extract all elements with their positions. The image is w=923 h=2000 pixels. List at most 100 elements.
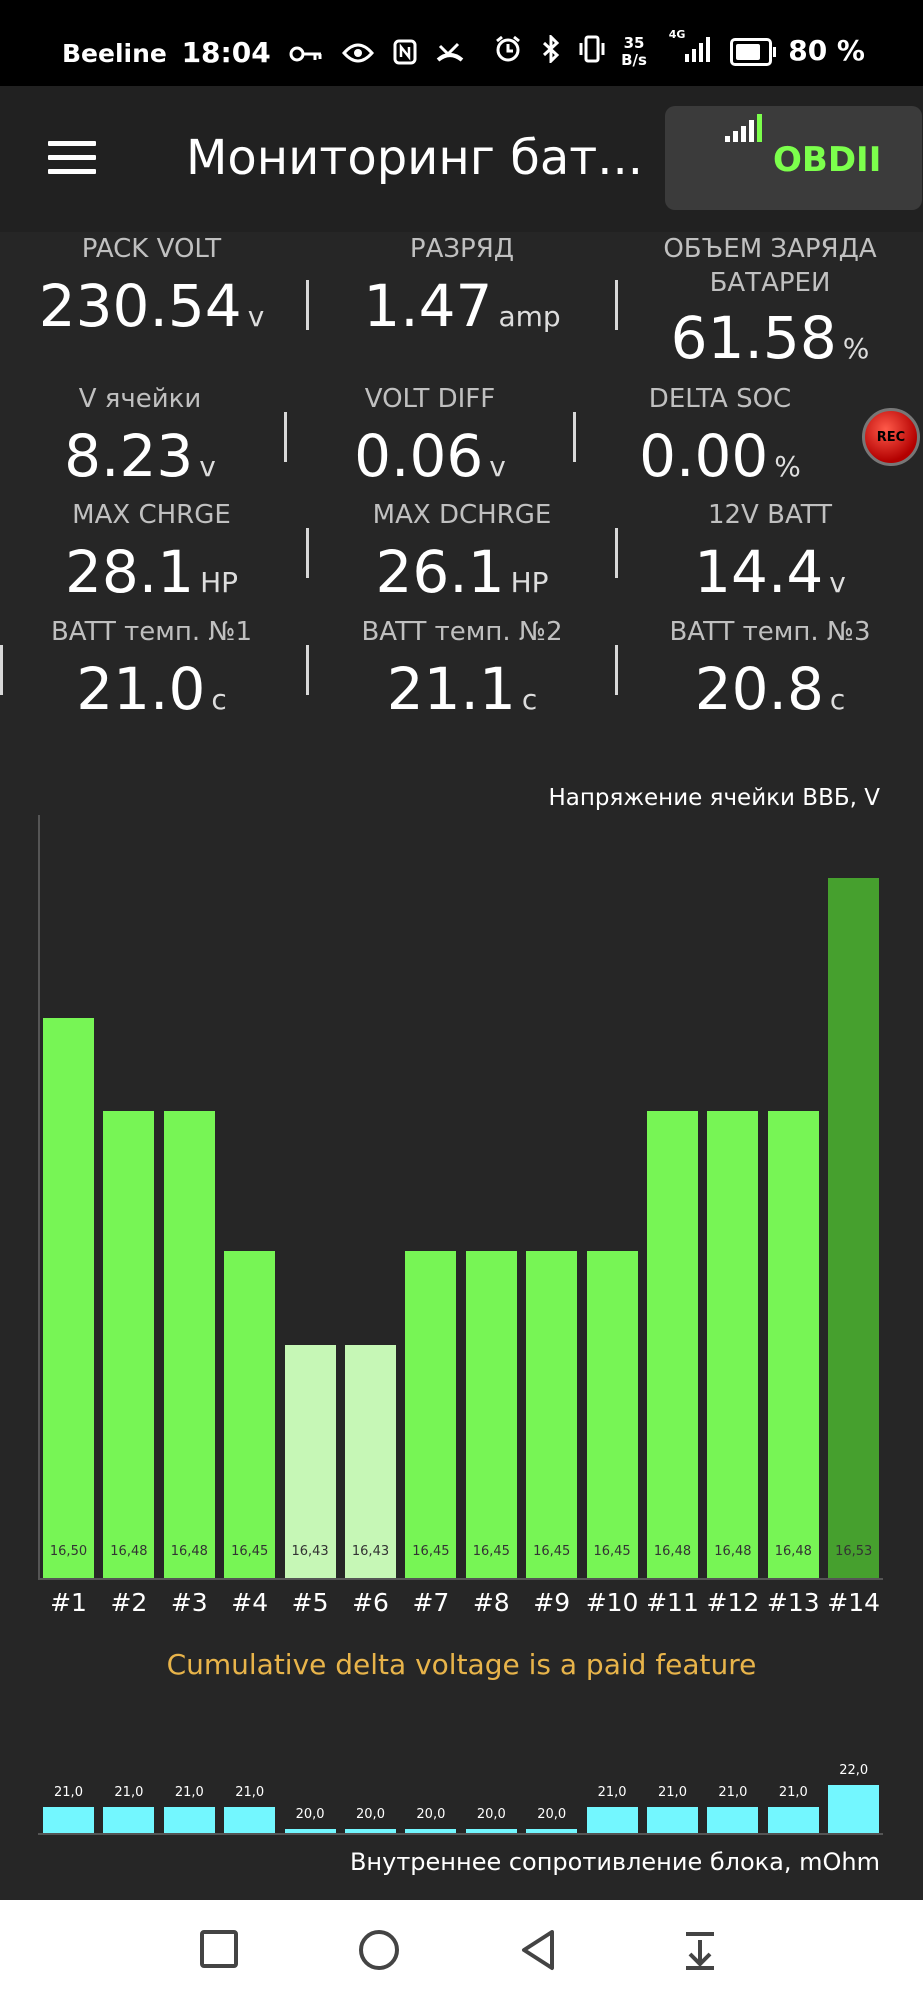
resistance-value-label: 20,0 [416, 1806, 446, 1822]
resistance-value-label: 21,0 [114, 1784, 144, 1800]
cell-voltage-bar [707, 1111, 759, 1578]
divider [615, 528, 618, 578]
metric-value: 28.1 [64, 538, 195, 606]
resistance-value-label: 20,0 [476, 1806, 506, 1822]
metric-value: 1.47 [363, 272, 493, 340]
cell-voltage-value-label: 16,45 [533, 1544, 571, 1559]
metric-delta-soc: DELTA SOC 0.00% [590, 382, 850, 492]
obd-connection-button[interactable]: OBDII [665, 106, 922, 210]
metric-batt-temp-2: BATT темп. №2 21.1 c [330, 615, 594, 725]
resistance-value-label: 21,0 [718, 1784, 748, 1800]
metric-pack-volt: PACK VOLT 230.54 v [20, 232, 283, 342]
battery-icon [730, 38, 777, 66]
resistance-value-label: 20,0 [295, 1806, 325, 1822]
resistance-value-label: 21,0 [658, 1784, 687, 1800]
cell-x-label: #1 [50, 1588, 87, 1617]
metric-value: 61.58 [670, 304, 837, 372]
cell-x-label: #14 [827, 1588, 881, 1617]
resistance-value-label: 21,0 [778, 1784, 808, 1800]
cell-voltage-value-label: 16,45 [231, 1544, 269, 1559]
metric-label: MAX CHRGE [72, 500, 231, 530]
cell-voltage-value-label: 16,48 [110, 1544, 148, 1559]
resistance-value-label: 21,0 [597, 1784, 627, 1800]
back-icon[interactable] [518, 1928, 558, 1976]
resistance-bar [647, 1806, 698, 1833]
metric-soc: ОБЪЕМ ЗАРЯДА БАТАРЕИ 61.58% [640, 232, 900, 372]
metric-unit: HP [200, 566, 239, 599]
metric-batt-temp-1: BATT темп. №1 21.0 c [20, 615, 283, 725]
divider [306, 280, 309, 330]
metric-unit: v [247, 300, 265, 333]
metric-unit: amp [498, 300, 561, 333]
cell-voltage-bar [526, 1251, 578, 1578]
notification-pull-down-icon[interactable] [680, 1928, 720, 1976]
metric-label: BATT темп. №3 [669, 617, 871, 647]
missed-call-icon [436, 40, 464, 70]
cell-x-label: #7 [412, 1588, 450, 1617]
cell-voltage-value-label: 16,48 [714, 1544, 752, 1559]
divider [573, 412, 576, 462]
divider [306, 645, 309, 695]
metric-max-charge: MAX CHRGE 28.1 HP [20, 498, 283, 608]
metric-value: 8.23 [64, 422, 194, 490]
cell-voltage-bar [224, 1251, 276, 1578]
cell-voltage-value-label: 16,50 [49, 1544, 88, 1559]
metric-label: РАЗРЯД [409, 234, 515, 264]
metric-label: ОБЪЕМ ЗАРЯДА БАТАРЕИ [663, 234, 877, 298]
cell-x-label: #2 [110, 1588, 148, 1617]
metric-unit: c [211, 683, 227, 716]
cell-x-label: #3 [170, 1588, 208, 1617]
system-navigation-bar [0, 1900, 923, 2000]
home-icon[interactable] [357, 1928, 401, 1976]
recent-apps-icon[interactable] [198, 1928, 240, 1974]
cell-voltage-value-label: 16,43 [351, 1544, 390, 1559]
obd-label: OBDII [773, 140, 882, 180]
resistance-chart-title: Внутреннее сопротивление блока, mOhm [349, 1848, 880, 1876]
resistance-value-label: 21,0 [235, 1784, 265, 1800]
cell-x-label: #12 [706, 1588, 760, 1617]
network-type: 4G [668, 28, 686, 41]
metric-unit: HP [510, 566, 549, 599]
divider [0, 645, 3, 695]
alarm-icon [494, 35, 522, 69]
battery-percent: 80 % [788, 34, 865, 67]
metric-value: 26.1 [375, 538, 505, 606]
cell-voltage-bar [767, 1111, 819, 1578]
cell-voltage-bar [828, 878, 880, 1578]
metric-unit: v [489, 450, 506, 483]
metric-unit: v [199, 450, 216, 483]
clock: 18:04 [181, 36, 271, 69]
resistance-value-label: 20,0 [537, 1806, 567, 1822]
cell-voltage-value-label: 16,45 [412, 1544, 450, 1559]
metric-value: 230.54 [38, 272, 242, 340]
metric-unit: % [774, 450, 801, 483]
hamburger-menu-icon[interactable] [48, 141, 96, 175]
vibrate-icon [579, 35, 605, 69]
metric-label: 12V BATT [707, 500, 833, 530]
record-button[interactable]: REC [862, 408, 920, 466]
cell-voltage-value-label: 16,48 [653, 1544, 692, 1559]
metric-label: BATT темп. №1 [50, 617, 253, 647]
metric-volt-diff: VOLT DIFF 0.06 v [300, 382, 560, 492]
metric-label: MAX DCHRGE [372, 500, 552, 530]
metric-unit: c [829, 683, 846, 716]
cell-voltage-bar [103, 1111, 155, 1578]
metric-discharge: РАЗРЯД 1.47 amp [330, 232, 594, 342]
resistance-bar [103, 1806, 155, 1833]
resistance-value-label: 22,0 [839, 1763, 869, 1778]
cell-voltage-bar [43, 1018, 94, 1578]
cell-x-label: #5 [291, 1588, 329, 1617]
cell-voltage-bar [163, 1111, 215, 1578]
metric-cell-voltage: V ячейки 8.23 v [0, 382, 280, 492]
cell-voltage-bar [345, 1344, 396, 1578]
resistance-value-label: 21,0 [54, 1784, 83, 1800]
metric-value: 20.8 [694, 655, 824, 723]
paid-feature-note[interactable]: Cumulative delta voltage is a paid featu… [166, 1648, 757, 1681]
cell-voltage-bar [647, 1111, 698, 1578]
resistance-bar [43, 1806, 94, 1833]
cell-voltage-bar [465, 1251, 517, 1578]
metric-unit: v [829, 566, 846, 599]
page-title: Мониторинг бат... [186, 130, 643, 186]
metric-unit: c [521, 683, 538, 716]
chart-x-axis [38, 1578, 883, 1580]
